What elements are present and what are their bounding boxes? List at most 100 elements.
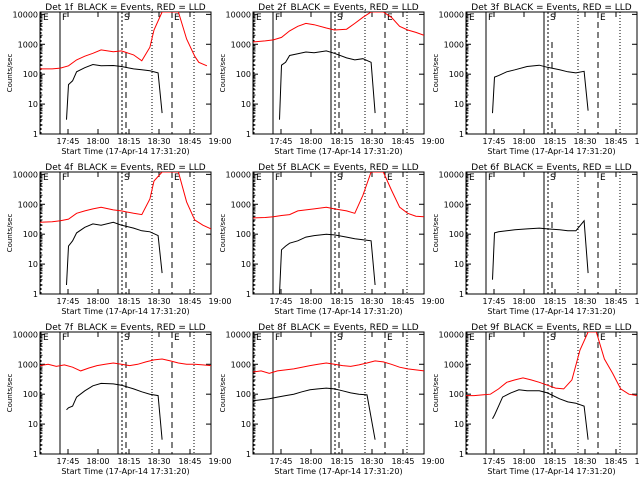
y-tick-label: 1000: [444, 200, 464, 209]
x-tick-label: 17:45: [56, 137, 79, 146]
plot-title: Det 2f_BLACK = Events, RED = LLD: [258, 3, 418, 13]
marker-label: E: [256, 13, 262, 23]
x-axis-label: Start Time (17-Apr-14 17:31:20): [274, 147, 402, 156]
marker-label: E: [174, 333, 180, 343]
lld-series-line: [253, 172, 424, 219]
x-tick-label: 18:15: [330, 137, 353, 146]
x-tick-label: 18:45: [178, 457, 201, 466]
marker-label: F: [62, 333, 67, 343]
marker-label: F: [62, 13, 67, 23]
x-tick-label: 18:30: [360, 457, 383, 466]
detector-plot: Det 6f_BLACK = Events, RED = LLD 1 10 100 10…: [432, 163, 640, 316]
y-tick-label: 10000: [13, 170, 38, 179]
marker-label: F: [275, 173, 280, 183]
x-axis-label: Start Time (17-Apr-14 17:31:20): [274, 467, 402, 476]
y-tick-label: 10: [28, 100, 38, 109]
plot-title: Det 8f_BLACK = Events, RED = LLD: [258, 323, 418, 333]
marker-label: E: [174, 13, 180, 23]
events-series-line: [66, 382, 163, 440]
x-tick-label: 18:00: [299, 457, 322, 466]
x-tick-label: 19:00: [634, 137, 640, 146]
x-tick-label: 18:15: [543, 457, 566, 466]
y-tick-label: 10: [28, 260, 38, 269]
marker-label: E: [43, 333, 49, 343]
y-tick-label: 1: [33, 290, 38, 299]
y-tick-label: 1: [246, 290, 251, 299]
marker-label: E: [174, 173, 180, 183]
marker-label: E: [387, 13, 393, 23]
x-tick-label: 19:00: [421, 457, 444, 466]
x-axis-label: Start Time (17-Apr-14 17:31:20): [487, 307, 615, 316]
marker-label: E: [469, 173, 475, 183]
x-tick-label: 18:15: [543, 297, 566, 306]
plot-title: Det 1f_BLACK = Events, RED = LLD: [45, 3, 205, 13]
y-tick-label: 1000: [444, 360, 464, 369]
x-tick-label: 19:00: [208, 457, 231, 466]
events-series-line: [279, 233, 376, 294]
x-tick-label: 17:45: [269, 137, 292, 146]
x-tick-label: 18:30: [573, 457, 596, 466]
events-series-line: [253, 387, 376, 440]
y-tick-label: 10: [241, 100, 251, 109]
detector-plot: Det 5f_BLACK = Events, RED = LLD 1 10 100 10…: [219, 163, 445, 316]
x-axis-label: Start Time (17-Apr-14 17:31:20): [61, 467, 189, 476]
events-series-line: [66, 221, 163, 286]
x-tick-label: 19:00: [634, 297, 640, 306]
lld-series-line: [253, 360, 424, 374]
marker-label: E: [469, 333, 475, 343]
lld-series-line: [40, 12, 208, 70]
x-tick-label: 18:00: [512, 137, 535, 146]
marker-label: S: [550, 333, 556, 343]
x-tick-label: 19:00: [634, 457, 640, 466]
y-tick-label: 100: [449, 230, 464, 239]
y-axis-label: Counts/sec: [432, 214, 440, 253]
y-tick-label: 1: [33, 450, 38, 459]
marker-label: S: [124, 13, 130, 23]
y-axis-label: Counts/sec: [219, 54, 227, 93]
marker-label: F: [488, 13, 493, 23]
x-tick-label: 19:00: [421, 297, 444, 306]
marker-label: E: [43, 13, 49, 23]
y-tick-label: 100: [236, 70, 251, 79]
y-tick-label: 10: [241, 260, 251, 269]
marker-label: E: [387, 333, 393, 343]
marker-label: F: [275, 13, 280, 23]
x-tick-label: 18:45: [391, 137, 414, 146]
y-tick-label: 10000: [439, 330, 464, 339]
x-tick-label: 17:45: [482, 457, 505, 466]
marker-label: S: [550, 173, 556, 183]
y-tick-label: 10000: [226, 170, 251, 179]
y-tick-label: 100: [23, 70, 38, 79]
marker-label: E: [256, 333, 262, 343]
x-tick-label: 18:30: [360, 297, 383, 306]
plot-title: Det 7f_BLACK = Events, RED = LLD: [45, 323, 205, 333]
detector-plot: Det 2f_BLACK = Events, RED = LLD 1 10 100 10…: [219, 3, 445, 156]
x-tick-label: 19:00: [208, 137, 231, 146]
events-series-line: [492, 64, 589, 114]
x-tick-label: 18:00: [86, 457, 109, 466]
marker-label: S: [550, 13, 556, 23]
x-tick-label: 17:45: [56, 457, 79, 466]
x-tick-label: 19:00: [208, 297, 231, 306]
x-tick-label: 18:45: [391, 297, 414, 306]
y-tick-label: 1: [33, 130, 38, 139]
y-tick-label: 10000: [226, 10, 251, 19]
y-axis-label: Counts/sec: [219, 374, 227, 413]
lld-series-line: [40, 358, 211, 372]
marker-label: E: [600, 173, 606, 183]
detector-plot: Det 3f_BLACK = Events, RED = LLD 1 10 100 10…: [432, 3, 640, 156]
x-tick-label: 18:30: [147, 137, 170, 146]
y-tick-label: 1: [459, 450, 464, 459]
x-axis-label: Start Time (17-Apr-14 17:31:20): [61, 147, 189, 156]
y-tick-label: 10: [241, 420, 251, 429]
x-tick-label: 18:00: [512, 457, 535, 466]
x-axis-label: Start Time (17-Apr-14 17:31:20): [487, 147, 615, 156]
detector-plot: Det 1f_BLACK = Events, RED = LLD 1 10 100 10…: [6, 3, 232, 156]
marker-label: S: [337, 13, 343, 23]
events-series-line: [492, 219, 589, 280]
y-tick-label: 100: [449, 390, 464, 399]
y-tick-label: 1: [246, 450, 251, 459]
lld-series-line: [466, 332, 637, 397]
x-tick-label: 18:00: [512, 297, 535, 306]
